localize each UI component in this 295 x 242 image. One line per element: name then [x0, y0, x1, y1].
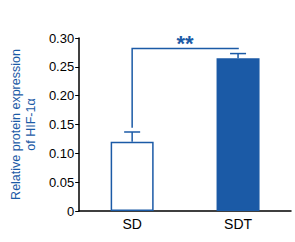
- svg-text:0: 0: [67, 204, 74, 219]
- svg-text:0.05: 0.05: [49, 175, 74, 190]
- svg-text:**: **: [177, 31, 195, 56]
- svg-text:0.30: 0.30: [49, 31, 74, 46]
- svg-text:0.20: 0.20: [49, 88, 74, 103]
- svg-text:SD: SD: [122, 216, 141, 232]
- svg-text:Relative protein expression: Relative protein expression: [9, 49, 23, 200]
- svg-text:SDT: SDT: [224, 216, 252, 232]
- svg-text:of HIF-1α: of HIF-1α: [24, 98, 38, 150]
- svg-text:0.10: 0.10: [49, 146, 74, 161]
- svg-text:0.25: 0.25: [49, 59, 74, 74]
- svg-text:0.15: 0.15: [49, 117, 74, 132]
